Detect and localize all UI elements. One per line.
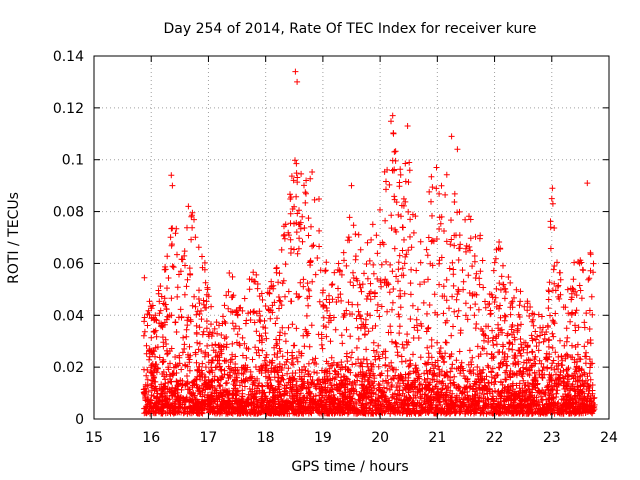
- y-tick-label: 0.14: [53, 49, 84, 65]
- y-tick-label: 0.02: [53, 360, 84, 376]
- x-axis-label: GPS time / hours: [291, 459, 408, 475]
- y-tick-label: 0: [75, 412, 84, 428]
- plot-frame: [93, 55, 610, 420]
- chart-title: Day 254 of 2014, Rate Of TEC Index for r…: [164, 21, 537, 37]
- axis-ticks: 15 16 17 18 19 20 21 22 23 24 0 0.02 0.04 0.06 0.08 0.1…: [53, 49, 618, 446]
- y-tick-label: 0.12: [53, 101, 84, 117]
- x-tick-label: 18: [257, 430, 275, 446]
- x-tick-label: 22: [486, 430, 504, 446]
- x-tick-label: 16: [142, 430, 160, 446]
- x-tick-label: 19: [314, 430, 332, 446]
- x-tick-label: 20: [371, 430, 389, 446]
- x-tick-label: 21: [428, 430, 446, 446]
- y-tick-label: 0.04: [53, 308, 84, 324]
- y-tick-label: 0.06: [53, 256, 84, 272]
- x-tick-label: 15: [85, 430, 103, 446]
- grid: [94, 56, 609, 419]
- x-tick-label: 24: [600, 430, 618, 446]
- x-tick-label: 23: [543, 430, 561, 446]
- x-tick-label: 17: [200, 430, 218, 446]
- y-tick-label: 0.1: [62, 153, 84, 169]
- roti-points: [140, 68, 598, 417]
- y-axis-label: ROTI / TECUs: [6, 192, 22, 284]
- y-tick-label: 0.08: [53, 205, 84, 221]
- data-markers: [140, 68, 598, 417]
